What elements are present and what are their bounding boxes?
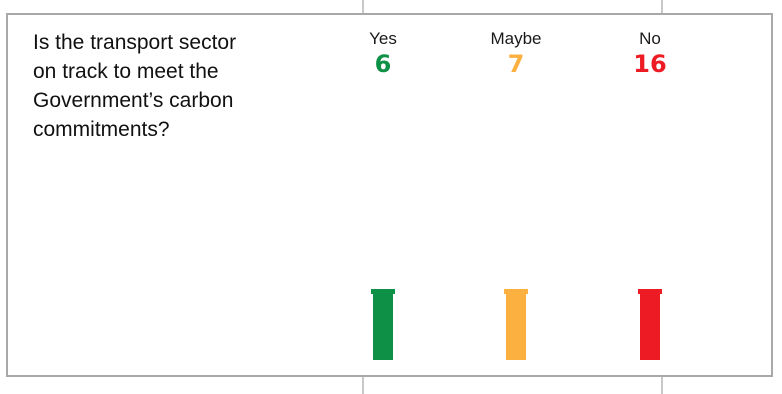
bar-cap-yes [371, 289, 395, 294]
result-column-no: No 16 [590, 28, 710, 78]
vote-count-yes: 6 [374, 50, 392, 78]
bar-shaft-maybe [506, 294, 526, 360]
category-label-no: No [639, 29, 661, 48]
category-label-maybe: Maybe [490, 29, 542, 48]
result-column-maybe: Maybe 7 [456, 28, 576, 78]
vote-count-no: 16 [633, 50, 667, 78]
poll-card: Is the transport sector on track to meet… [6, 13, 773, 377]
bar-shaft-yes [373, 294, 393, 360]
bar-cap-maybe [504, 289, 528, 294]
vote-count-maybe: 7 [507, 50, 525, 78]
poll-question: Is the transport sector on track to meet… [33, 31, 237, 141]
category-label-yes: Yes [369, 29, 397, 48]
bar-shaft-no [640, 294, 660, 360]
bar-cap-no [638, 289, 662, 294]
result-column-yes: Yes 6 [323, 28, 443, 78]
